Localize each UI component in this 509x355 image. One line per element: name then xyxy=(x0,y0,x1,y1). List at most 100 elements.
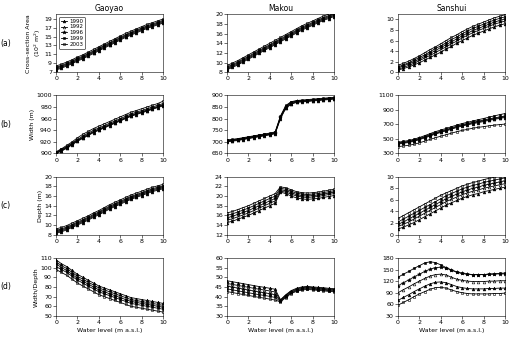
1990 xyxy=(405,223,411,227)
2003 xyxy=(314,288,320,293)
1999 xyxy=(101,207,107,211)
1999 xyxy=(282,104,288,108)
1990 xyxy=(330,15,336,19)
2003 xyxy=(298,24,304,28)
2003 xyxy=(111,117,118,121)
1999 xyxy=(144,106,150,111)
1992 xyxy=(250,135,257,140)
1992 xyxy=(117,37,123,41)
2003 xyxy=(111,37,118,41)
1999 xyxy=(479,22,486,26)
1992 xyxy=(282,36,288,40)
1996 xyxy=(458,34,464,38)
1999 xyxy=(144,189,150,193)
1990 xyxy=(160,301,166,306)
1992 xyxy=(400,65,406,70)
1996 xyxy=(442,43,448,47)
1990 xyxy=(426,212,432,216)
1999 xyxy=(138,303,145,307)
2003 xyxy=(128,110,134,114)
1999 xyxy=(117,199,123,203)
2003 xyxy=(442,38,448,43)
1992 xyxy=(69,270,75,274)
1990 xyxy=(256,135,262,139)
1996 xyxy=(309,286,315,290)
1990 xyxy=(117,38,123,42)
2003 xyxy=(330,187,336,191)
2003 xyxy=(266,41,272,45)
1990 xyxy=(394,68,400,72)
2003 xyxy=(405,211,411,215)
2003 xyxy=(74,136,80,140)
2003 xyxy=(53,227,59,231)
1990 xyxy=(309,285,315,289)
1992 xyxy=(266,44,272,49)
1990 xyxy=(106,124,112,128)
1999 xyxy=(298,25,304,29)
1990 xyxy=(496,186,502,190)
1992 xyxy=(144,26,150,30)
2003 xyxy=(69,58,75,62)
1990 xyxy=(303,197,309,202)
1990 xyxy=(266,45,272,50)
1999 xyxy=(479,116,486,121)
1999 xyxy=(234,289,240,293)
1999 xyxy=(106,294,112,298)
2003 xyxy=(437,134,443,138)
1990 xyxy=(266,133,272,137)
Line: 1996: 1996 xyxy=(224,13,335,70)
1999 xyxy=(53,264,59,269)
1990 xyxy=(229,139,235,143)
1996 xyxy=(144,24,150,29)
1996 xyxy=(160,19,166,23)
1996 xyxy=(229,138,235,142)
1990 xyxy=(469,122,475,126)
1996 xyxy=(149,303,155,307)
1990 xyxy=(223,279,230,283)
2003 xyxy=(85,287,91,291)
1996 xyxy=(442,127,448,132)
1992 xyxy=(74,222,80,226)
1990 xyxy=(85,278,91,282)
1992 xyxy=(309,98,315,103)
1992 xyxy=(74,138,80,143)
1996 xyxy=(453,124,459,128)
1992 xyxy=(128,32,134,37)
1996 xyxy=(117,36,123,40)
2003 xyxy=(320,14,326,18)
1990 xyxy=(464,123,470,127)
1992 xyxy=(447,275,454,279)
2003 xyxy=(415,54,421,58)
1990 xyxy=(64,64,70,68)
1990 xyxy=(314,196,320,201)
Line: 2003: 2003 xyxy=(54,268,164,313)
1990 xyxy=(250,211,257,215)
1992 xyxy=(122,34,128,39)
1990 xyxy=(149,107,155,111)
2003 xyxy=(85,129,91,133)
1992 xyxy=(138,110,145,114)
1990 xyxy=(96,49,102,53)
1990 xyxy=(229,219,235,223)
1996 xyxy=(85,132,91,136)
Title: Sanshui: Sanshui xyxy=(435,4,466,13)
2003 xyxy=(64,60,70,64)
1999 xyxy=(442,266,448,270)
1999 xyxy=(240,57,246,61)
1999 xyxy=(79,281,86,285)
1999 xyxy=(58,147,64,152)
1992 xyxy=(272,290,278,294)
1999 xyxy=(442,126,448,131)
1990 xyxy=(309,23,315,27)
1996 xyxy=(256,203,262,208)
1996 xyxy=(128,31,134,36)
1999 xyxy=(293,99,299,103)
2003 xyxy=(85,214,91,218)
1999 xyxy=(234,137,240,141)
1992 xyxy=(256,206,262,210)
1999 xyxy=(288,189,294,193)
1996 xyxy=(394,66,400,70)
1990 xyxy=(288,102,294,106)
1990 xyxy=(223,68,230,72)
1992 xyxy=(58,229,64,233)
